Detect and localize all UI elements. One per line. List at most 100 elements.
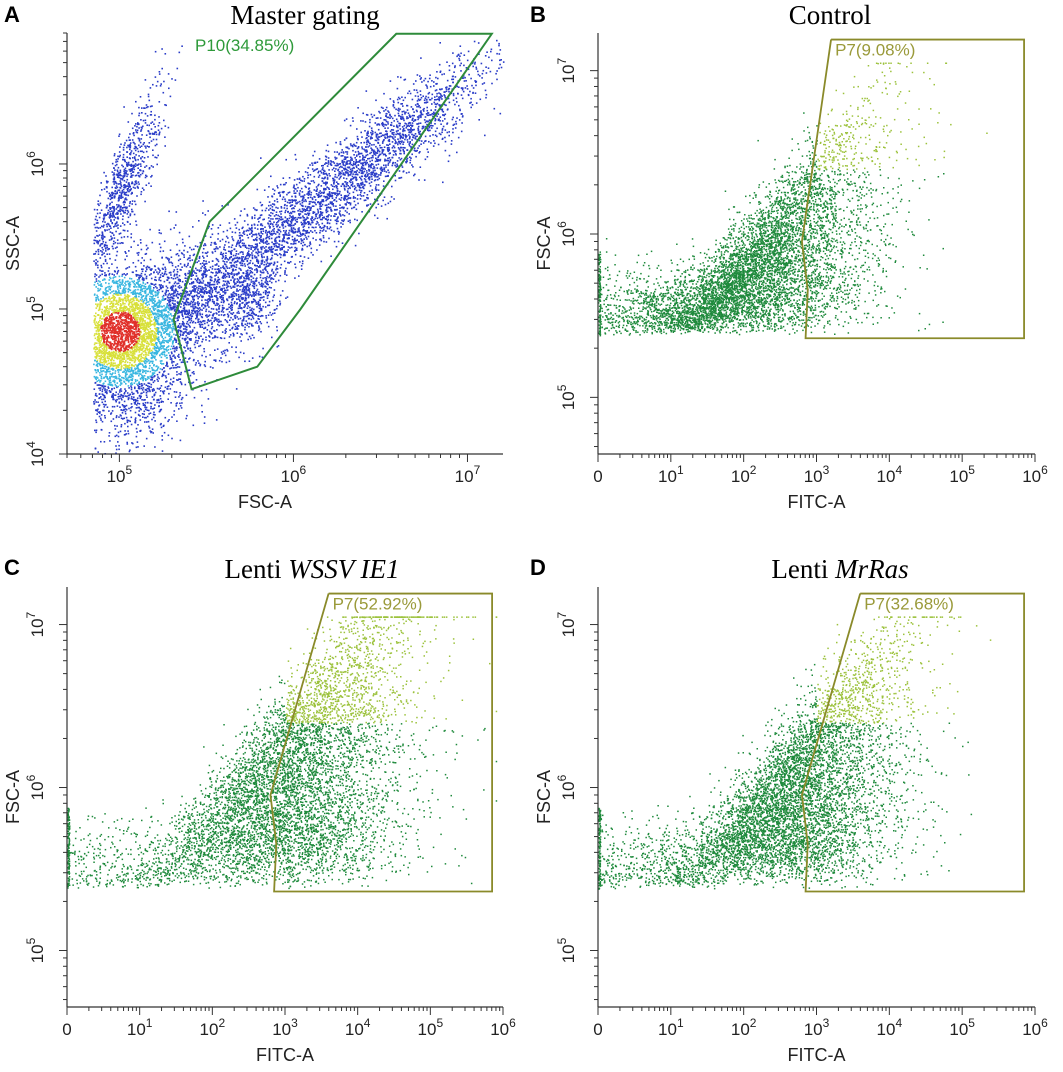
data-point (175, 339, 178, 342)
data-point (145, 392, 148, 394)
data-point (135, 147, 137, 149)
data-point (246, 302, 248, 304)
data-point (100, 298, 102, 300)
data-point (101, 189, 103, 191)
data-point (132, 339, 135, 342)
data-point (165, 376, 167, 379)
data-point (120, 197, 122, 199)
data-point (130, 329, 133, 332)
data-point (105, 323, 108, 325)
data-point (154, 118, 156, 121)
data-point (115, 335, 117, 338)
data-point (167, 73, 170, 75)
data-point (169, 287, 172, 289)
data-point (127, 161, 130, 164)
data-point (143, 265, 145, 267)
data-point (107, 327, 110, 329)
data-point (164, 317, 166, 319)
data-point (126, 367, 129, 370)
data-point (118, 297, 121, 299)
data-point (191, 329, 194, 331)
data-point (248, 301, 250, 303)
data-point (134, 200, 136, 203)
data-point (115, 316, 117, 319)
data-point (105, 349, 108, 352)
data-point (208, 298, 210, 300)
data-point (119, 210, 121, 213)
data-point (250, 323, 253, 325)
data-point (158, 131, 161, 133)
data-point (245, 286, 248, 289)
data-point (112, 311, 114, 314)
data-point (110, 375, 113, 378)
data-point (129, 213, 132, 215)
data-point (142, 323, 145, 325)
data-point (171, 342, 174, 344)
data-point (95, 409, 98, 411)
data-point (169, 356, 172, 358)
data-point (230, 316, 232, 319)
data-point (170, 345, 173, 348)
data-point (209, 296, 211, 298)
data-point (220, 323, 223, 326)
data-point (245, 299, 247, 302)
data-point (257, 315, 259, 317)
data-point (97, 323, 100, 326)
data-point (124, 337, 127, 340)
data-point (100, 340, 102, 342)
data-point (100, 379, 102, 382)
data-point (218, 269, 220, 271)
data-point (310, 251, 313, 254)
data-point (159, 354, 161, 357)
data-point (156, 294, 159, 296)
data-point (141, 323, 144, 325)
data-point (241, 302, 243, 304)
data-point (198, 260, 200, 262)
data-point (127, 294, 130, 297)
data-point (129, 331, 132, 334)
data-point (100, 384, 102, 387)
data-point (124, 291, 126, 294)
data-point (244, 299, 246, 302)
data-point (107, 326, 110, 328)
data-point (134, 163, 137, 165)
data-point (195, 333, 198, 336)
data-point (190, 338, 192, 340)
data-point (105, 344, 108, 346)
data-point (127, 173, 129, 176)
data-point (108, 350, 110, 353)
data-point (150, 353, 153, 355)
data-point (157, 296, 159, 299)
data-point (101, 401, 104, 404)
data-point (120, 335, 123, 338)
data-point (156, 271, 158, 273)
data-point (99, 389, 101, 391)
data-point (180, 330, 183, 333)
data-point (144, 308, 146, 311)
data-point (96, 377, 99, 379)
data-point (190, 278, 193, 280)
data-point (105, 375, 107, 378)
data-point (138, 355, 140, 358)
data-point (197, 287, 200, 290)
data-point (147, 354, 150, 356)
data-point (176, 290, 179, 293)
data-point (409, 142, 411, 144)
data-point (266, 321, 268, 324)
data-point (169, 228, 172, 231)
data-point (127, 183, 130, 185)
data-point (160, 286, 163, 289)
data-point (130, 151, 132, 154)
data-point (123, 206, 125, 209)
data-point (160, 305, 163, 308)
data-point (107, 353, 110, 356)
data-point (124, 375, 127, 377)
data-point (135, 174, 138, 177)
data-point (135, 321, 138, 324)
data-point (154, 276, 157, 278)
data-point (108, 217, 111, 219)
data-point (122, 307, 125, 310)
data-point (211, 314, 214, 317)
data-point (248, 295, 250, 297)
